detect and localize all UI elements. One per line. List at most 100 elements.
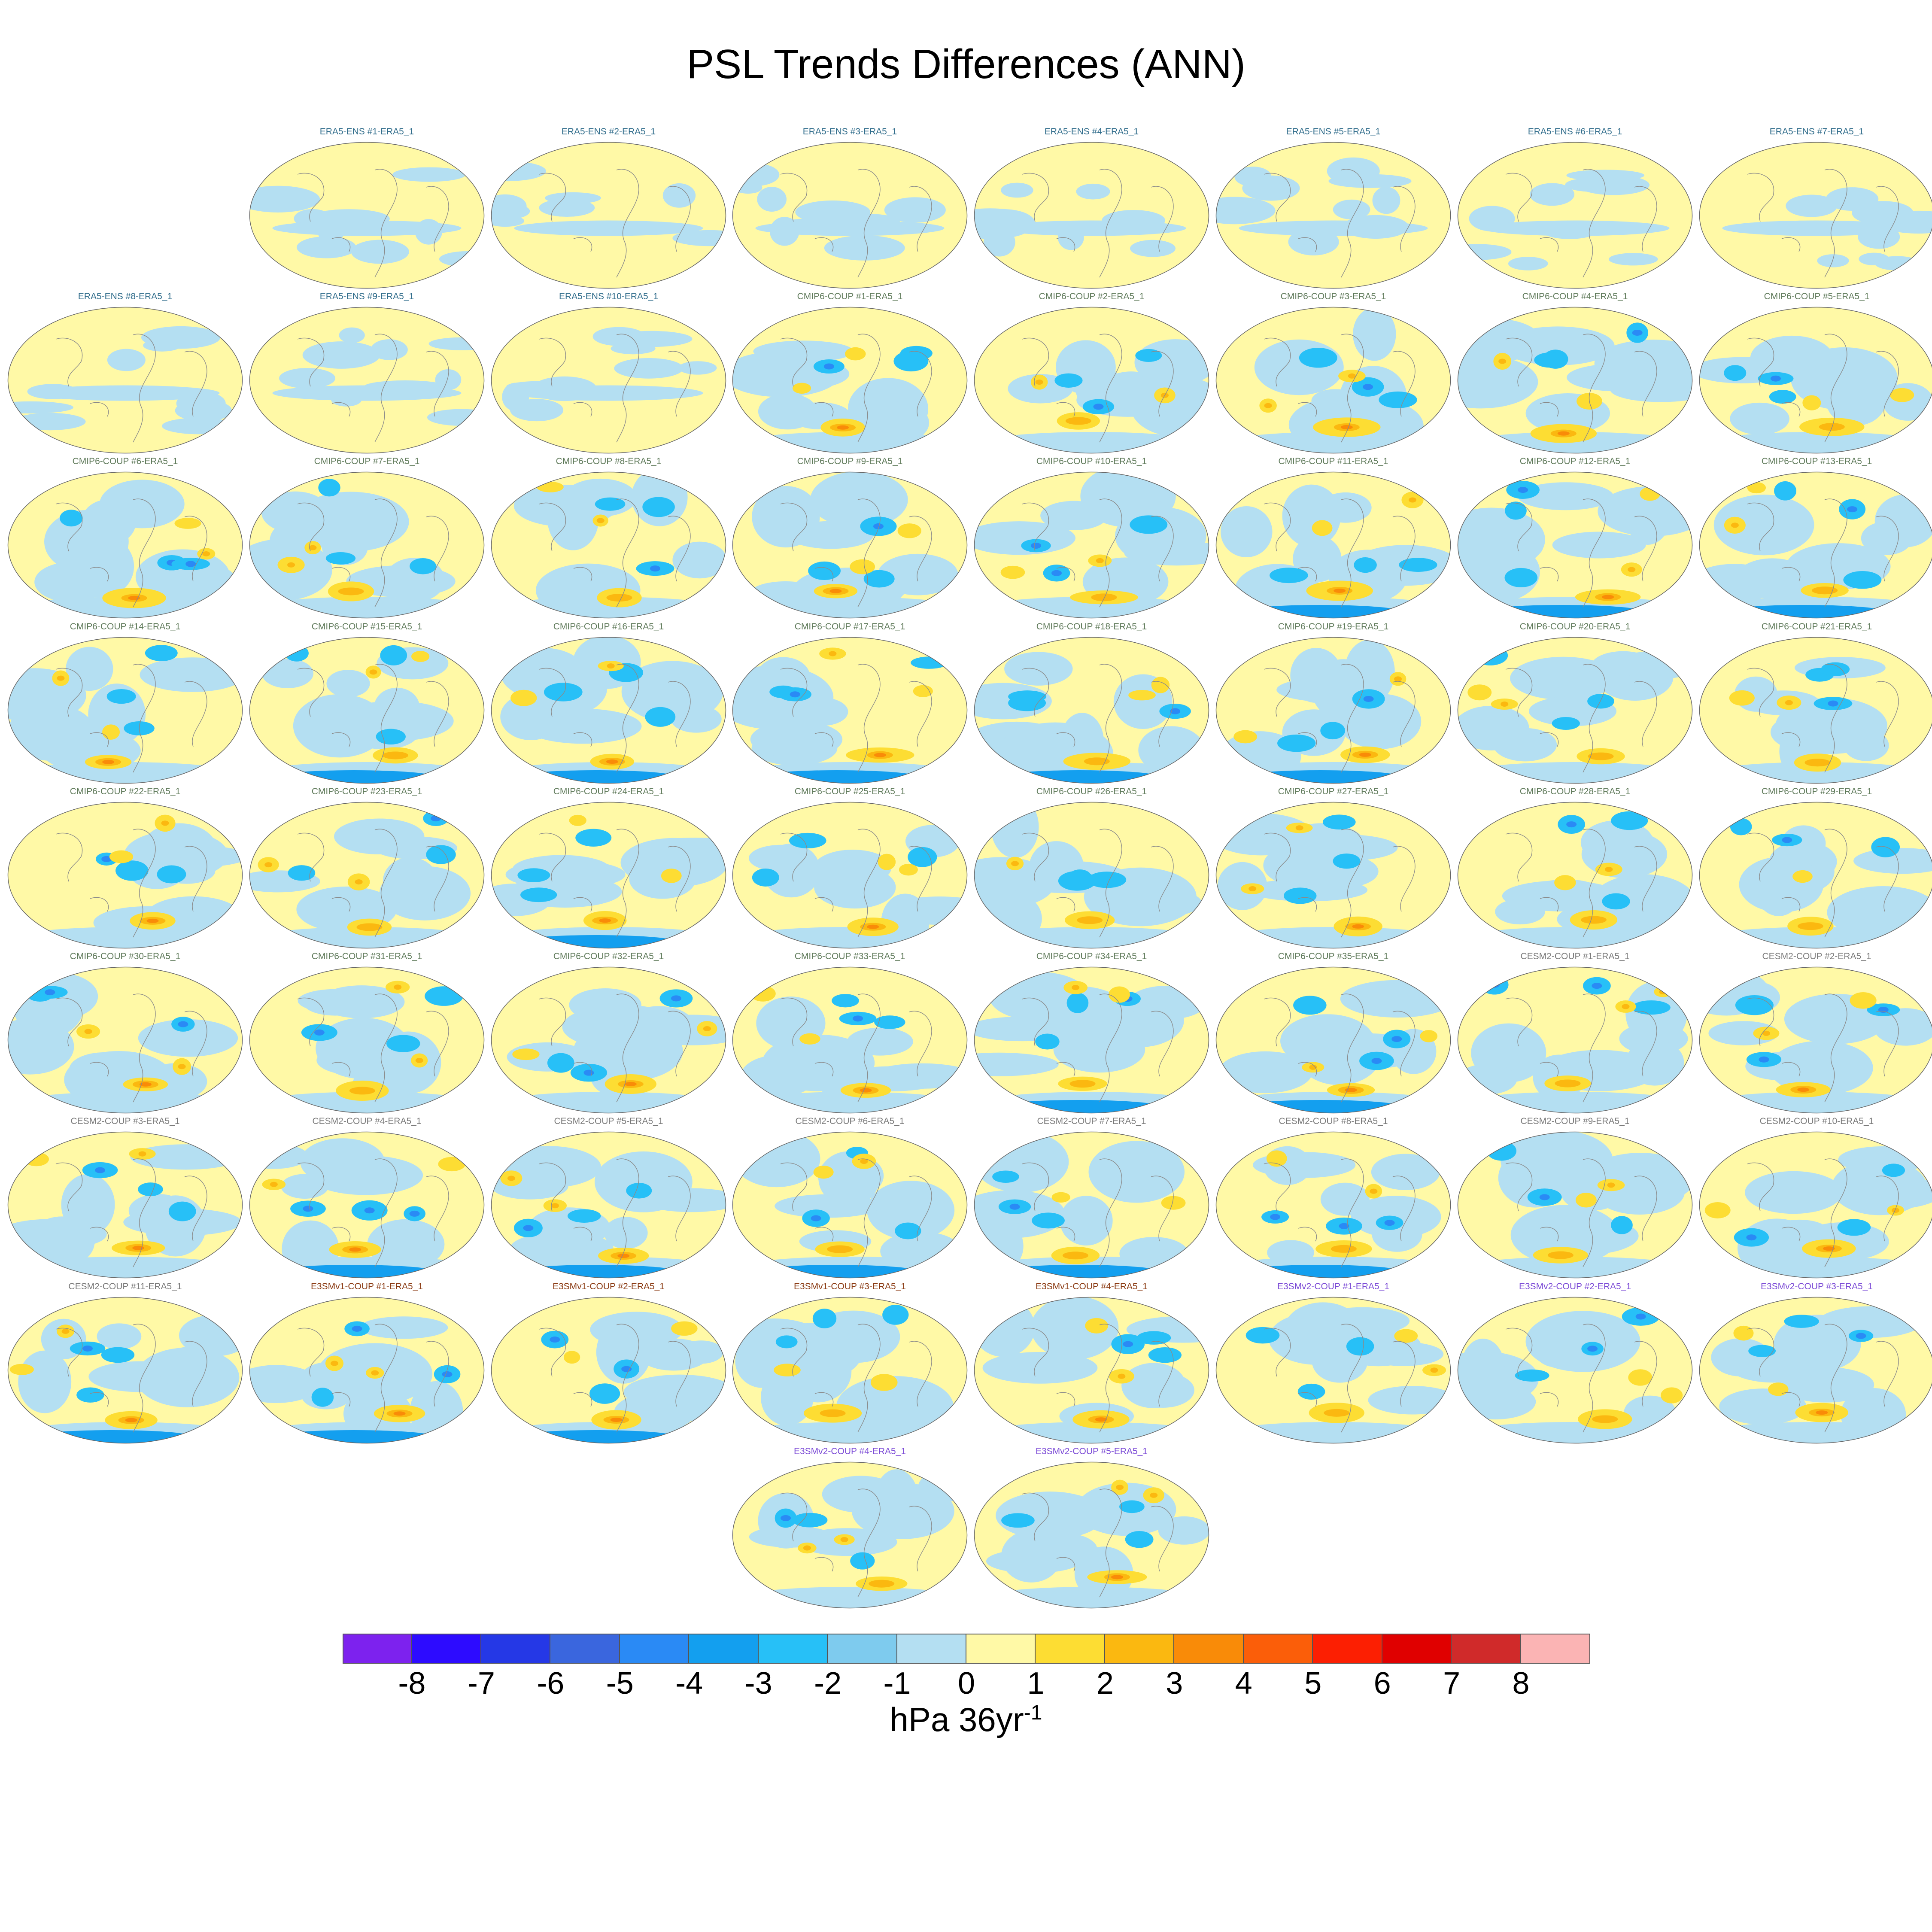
anomaly-region — [884, 197, 946, 223]
negative-core — [1051, 570, 1062, 576]
coastline — [374, 1158, 398, 1267]
panel-title: E3SMv2-COUP #3-ERA5_1 — [1760, 1282, 1873, 1291]
panel-title: E3SMv2-COUP #5-ERA5_1 — [1035, 1446, 1148, 1456]
coastline — [331, 402, 351, 417]
positive-core — [287, 562, 295, 568]
positive-center — [1394, 1329, 1418, 1343]
map-panel: CESM2-COUP #4-ERA5_1 — [246, 1115, 488, 1280]
anomaly-region — [298, 989, 374, 1013]
positive-core — [57, 675, 65, 681]
coastline — [1392, 1341, 1416, 1407]
negative-core — [352, 1325, 362, 1332]
panel-title: ERA5-ENS #9-ERA5_1 — [319, 292, 414, 301]
map-border — [1699, 471, 1932, 619]
coastline — [1824, 829, 1847, 938]
coastline — [780, 668, 808, 717]
map-border — [249, 307, 485, 454]
coastline — [133, 664, 156, 773]
coastline — [331, 897, 351, 912]
positive-core — [355, 879, 363, 885]
coastline — [814, 1227, 834, 1242]
negative-core — [101, 856, 112, 862]
negative-center — [1130, 515, 1168, 534]
positive-core — [178, 1064, 186, 1069]
positive-core — [138, 1151, 146, 1157]
coastline — [1099, 1324, 1122, 1433]
anomaly-region — [1531, 1318, 1578, 1367]
positive-peak — [1352, 924, 1364, 929]
southern-band-strong — [1234, 770, 1406, 784]
positive-core — [349, 1087, 375, 1095]
panel-title: CMIP6-COUP #18-ERA5_1 — [1036, 622, 1147, 632]
global-map — [7, 802, 243, 949]
coastline — [1298, 1392, 1317, 1407]
coastline — [1392, 1011, 1416, 1077]
positive-center — [537, 481, 564, 492]
coastline — [1583, 829, 1606, 938]
negative-core — [442, 1371, 453, 1377]
negative-core — [364, 1207, 375, 1214]
positive-peak — [874, 753, 886, 757]
map-border — [1699, 1131, 1932, 1279]
anomaly-region — [624, 1006, 694, 1043]
coastline — [1298, 1062, 1317, 1077]
coastline — [184, 516, 207, 582]
panel-title: CMIP6-COUP #19-ERA5_1 — [1278, 622, 1389, 632]
coastline — [55, 832, 83, 882]
negative-center — [1284, 887, 1317, 904]
coastline — [573, 237, 592, 252]
global-map — [1699, 802, 1932, 949]
coastline — [780, 502, 808, 552]
southern-band — [1459, 1422, 1691, 1443]
negative-core — [790, 691, 800, 698]
global-map — [1699, 966, 1932, 1114]
panel-title: CMIP6-COUP #8-ERA5_1 — [556, 456, 662, 466]
panel-title: CMIP6-COUP #29-ERA5_1 — [1761, 787, 1872, 796]
colorbar-tick-label: 0 — [957, 1666, 975, 1701]
positive-center — [1704, 1202, 1731, 1218]
map-border — [249, 1131, 485, 1279]
panel-title: CMIP6-COUP #31-ERA5_1 — [311, 951, 422, 961]
negative-core — [1759, 1056, 1769, 1063]
coastline — [1634, 186, 1657, 252]
anomaly-region — [996, 1492, 1105, 1540]
positive-core — [803, 1545, 811, 1551]
negative-core — [811, 1215, 821, 1221]
positive-core — [1295, 825, 1303, 831]
map-panel: CESM2-COUP #3-ERA5_1 — [4, 1115, 246, 1280]
positive-center — [1802, 395, 1821, 410]
anomaly-region — [679, 1340, 723, 1364]
coastline — [1022, 502, 1049, 552]
global-map — [1215, 471, 1451, 619]
anomaly-region — [775, 1194, 881, 1218]
coastline — [1876, 681, 1899, 747]
positive-core — [330, 1361, 338, 1366]
anomaly-region — [824, 235, 905, 261]
positive-peak — [1111, 1575, 1123, 1580]
coastline — [90, 402, 109, 417]
panel-title: ERA5-ENS #8-ERA5_1 — [78, 292, 173, 301]
map-border — [249, 1297, 485, 1444]
southern-band — [1701, 1422, 1932, 1443]
coastline — [1747, 1327, 1774, 1377]
global-map — [7, 1297, 243, 1444]
anomaly-region — [66, 647, 113, 691]
global-map — [732, 307, 968, 454]
positive-core — [1628, 567, 1636, 572]
map-border — [491, 307, 726, 454]
coastline — [780, 1327, 808, 1377]
map-border — [7, 802, 243, 949]
coastline — [814, 402, 834, 417]
negative-core — [1371, 1058, 1382, 1064]
coastline — [1264, 1327, 1291, 1377]
southern-band — [1459, 762, 1691, 784]
anomaly-region — [383, 857, 438, 905]
anomaly-region — [1333, 199, 1370, 220]
anomaly-region — [261, 659, 314, 688]
southern-band — [734, 1587, 966, 1608]
map-border — [974, 1131, 1209, 1279]
positive-core — [1011, 861, 1019, 866]
coastline — [909, 1506, 932, 1572]
anomaly-region — [795, 200, 871, 224]
positive-center — [661, 869, 682, 883]
